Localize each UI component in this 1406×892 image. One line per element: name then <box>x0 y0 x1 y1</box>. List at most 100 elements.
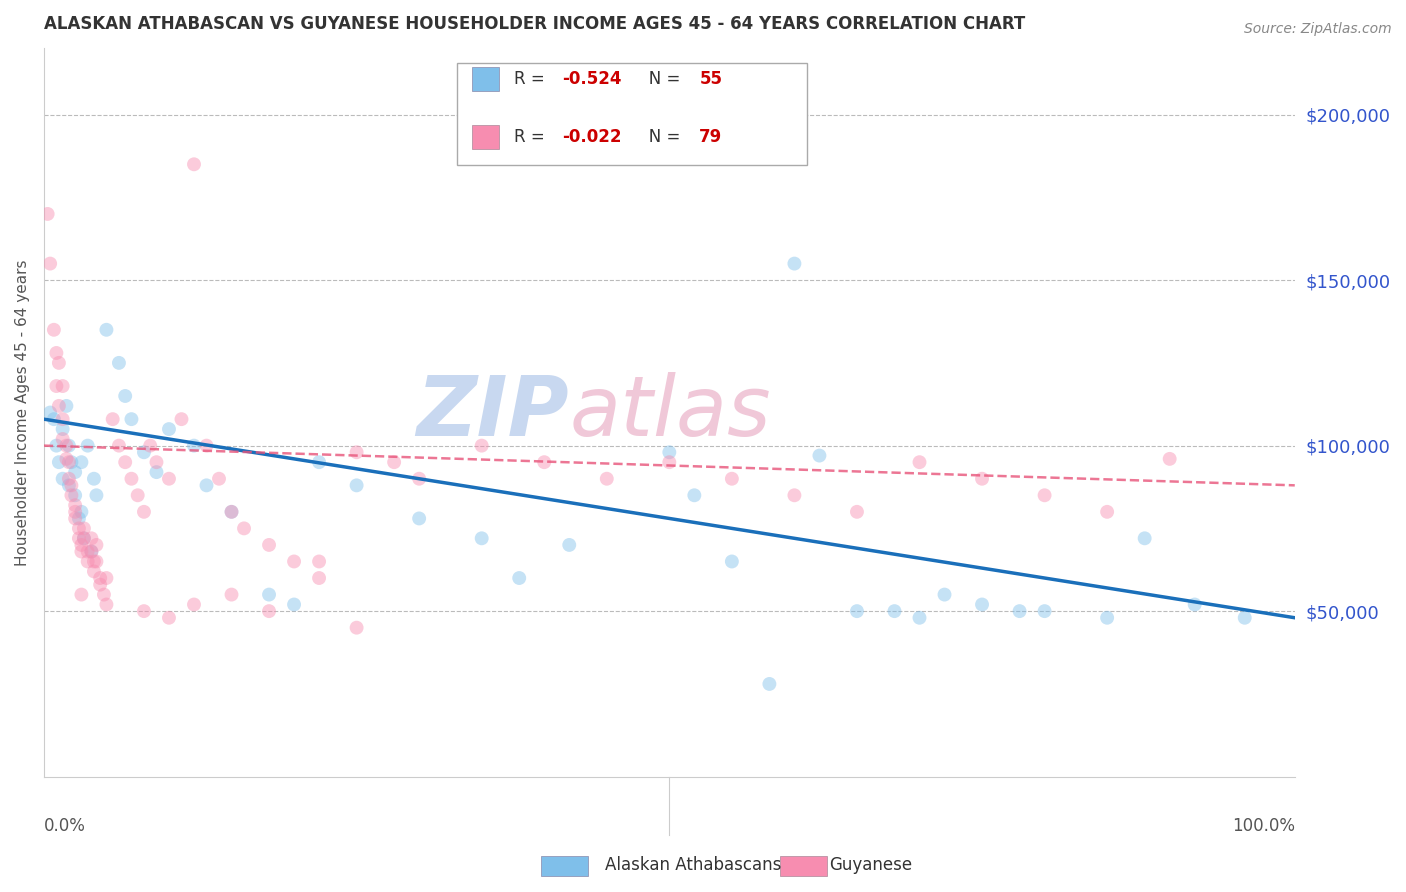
Point <box>96 571 118 585</box>
Point <box>233 521 256 535</box>
Point <box>970 472 993 486</box>
Text: R =: R = <box>515 70 550 87</box>
Point <box>346 445 368 459</box>
Point <box>42 412 65 426</box>
Point <box>45 439 67 453</box>
Point <box>83 472 105 486</box>
Point <box>80 544 103 558</box>
Point <box>73 531 96 545</box>
Point <box>308 554 330 568</box>
Point <box>408 511 430 525</box>
Point <box>808 449 831 463</box>
Point <box>558 538 581 552</box>
Point <box>846 505 869 519</box>
Point <box>908 611 931 625</box>
Point <box>183 157 205 171</box>
Point <box>683 488 706 502</box>
Point <box>283 598 305 612</box>
Point <box>42 323 65 337</box>
Point <box>101 412 124 426</box>
Point <box>58 439 80 453</box>
Point <box>55 439 77 453</box>
Point <box>89 577 111 591</box>
Point <box>783 257 806 271</box>
Point <box>67 511 90 525</box>
Point <box>1033 488 1056 502</box>
Text: N =: N = <box>633 70 686 87</box>
Point <box>157 422 180 436</box>
Text: Source: ZipAtlas.com: Source: ZipAtlas.com <box>1244 22 1392 37</box>
Point <box>1159 451 1181 466</box>
Point <box>86 554 108 568</box>
Point <box>63 511 86 525</box>
Point <box>89 571 111 585</box>
Point <box>52 432 75 446</box>
Point <box>1095 505 1118 519</box>
Point <box>63 498 86 512</box>
Text: R =: R = <box>515 128 550 146</box>
Point <box>471 531 494 545</box>
Point <box>60 478 83 492</box>
Point <box>76 544 98 558</box>
Point <box>96 323 118 337</box>
Point <box>93 588 115 602</box>
Point <box>52 472 75 486</box>
Point <box>183 439 205 453</box>
Point <box>170 412 193 426</box>
Point <box>70 544 93 558</box>
Point <box>58 455 80 469</box>
Point <box>55 451 77 466</box>
Text: N =: N = <box>633 128 686 146</box>
Point <box>157 611 180 625</box>
Point <box>96 598 118 612</box>
Point <box>157 472 180 486</box>
Text: ALASKAN ATHABASCAN VS GUYANESE HOUSEHOLDER INCOME AGES 45 - 64 YEARS CORRELATION: ALASKAN ATHABASCAN VS GUYANESE HOUSEHOLD… <box>44 15 1025 33</box>
Point <box>108 356 131 370</box>
Point <box>67 531 90 545</box>
Point <box>934 588 956 602</box>
Point <box>73 531 96 545</box>
Text: 100.0%: 100.0% <box>1232 817 1295 835</box>
Text: 0.0%: 0.0% <box>44 817 86 835</box>
Point <box>76 439 98 453</box>
Point <box>83 565 105 579</box>
Point <box>195 439 218 453</box>
Point <box>758 677 780 691</box>
Point <box>70 455 93 469</box>
Point <box>1095 611 1118 625</box>
Point <box>145 455 167 469</box>
FancyBboxPatch shape <box>471 67 499 91</box>
Point <box>63 488 86 502</box>
Point <box>60 455 83 469</box>
Point <box>120 472 142 486</box>
Point <box>80 531 103 545</box>
Point <box>48 399 70 413</box>
Point <box>346 478 368 492</box>
Point <box>37 207 59 221</box>
Point <box>127 488 149 502</box>
Point <box>1033 604 1056 618</box>
Point <box>308 455 330 469</box>
Point <box>221 588 243 602</box>
Text: ZIP: ZIP <box>416 372 569 453</box>
Point <box>52 379 75 393</box>
Point <box>145 465 167 479</box>
Point <box>283 554 305 568</box>
Point <box>86 488 108 502</box>
Point <box>48 356 70 370</box>
Point <box>257 604 280 618</box>
Point <box>508 571 530 585</box>
Point <box>60 488 83 502</box>
Point <box>76 554 98 568</box>
Point <box>308 571 330 585</box>
Point <box>86 538 108 552</box>
Point <box>70 588 93 602</box>
Point <box>63 465 86 479</box>
Point <box>208 472 231 486</box>
Point <box>58 478 80 492</box>
Point <box>408 472 430 486</box>
Point <box>658 455 681 469</box>
Point <box>52 422 75 436</box>
Point <box>114 389 136 403</box>
Point <box>471 439 494 453</box>
